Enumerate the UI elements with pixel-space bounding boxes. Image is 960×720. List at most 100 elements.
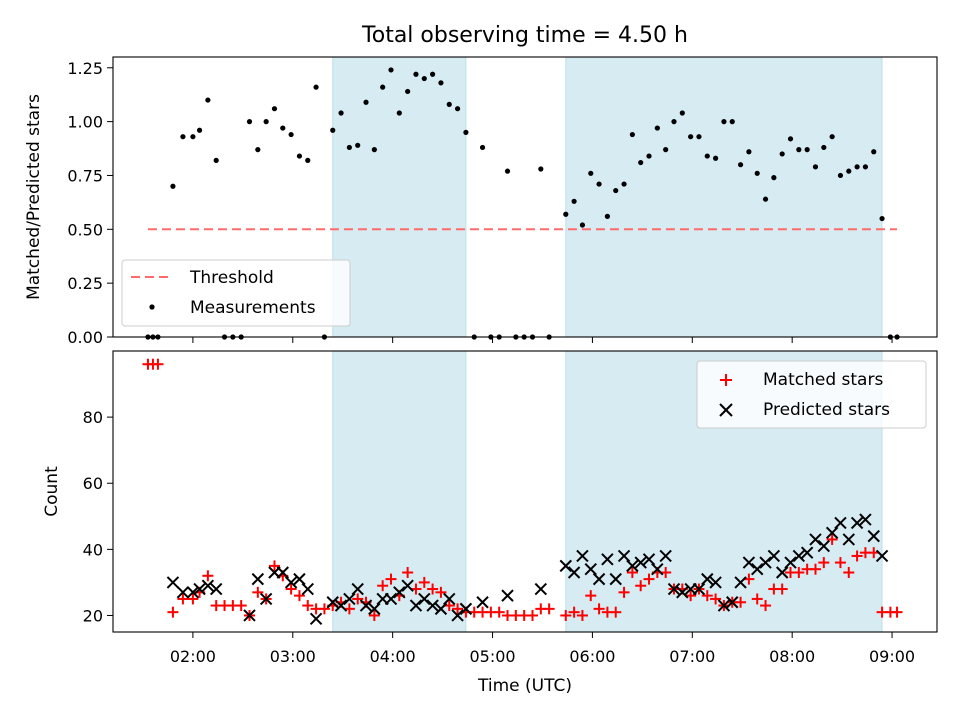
measurement-point bbox=[296, 153, 303, 159]
predicted-star-point bbox=[393, 586, 406, 599]
matched-star-point bbox=[576, 609, 588, 621]
legend-predicted-label: Predicted stars bbox=[763, 400, 890, 420]
predicted-star-point bbox=[859, 513, 872, 526]
measurement-point bbox=[454, 106, 461, 112]
predicted-star-point bbox=[767, 549, 781, 563]
predicted-star-point bbox=[368, 602, 381, 616]
measurement-point bbox=[621, 181, 627, 187]
predicted-star-point bbox=[201, 579, 215, 592]
predicted-star-point bbox=[301, 582, 314, 596]
matched-star-point bbox=[818, 557, 830, 569]
measurement-points bbox=[145, 67, 900, 340]
y-tick-label: 0.00 bbox=[67, 328, 103, 347]
legend-matched-label: Matched stars bbox=[763, 370, 883, 390]
shaded-span-1 bbox=[332, 350, 467, 633]
measurement-point bbox=[330, 127, 336, 133]
predicted-star-point bbox=[751, 562, 764, 576]
measurement-point bbox=[263, 119, 269, 125]
predicted-star-point bbox=[692, 582, 706, 596]
x-tick-label: 05:00 bbox=[469, 647, 515, 666]
matched-star-point bbox=[593, 603, 605, 615]
measurement-point bbox=[829, 134, 835, 140]
measurement-point bbox=[504, 168, 511, 174]
measurement-point bbox=[346, 144, 352, 151]
matched-star-point bbox=[568, 606, 580, 618]
matched-star-point bbox=[493, 606, 505, 618]
predicted-star-point bbox=[717, 599, 731, 612]
measurement-point bbox=[771, 175, 777, 181]
measurement-point bbox=[571, 198, 577, 204]
matched-star-point bbox=[891, 606, 903, 618]
legend-threshold-label: Threshold bbox=[189, 268, 274, 288]
measurement-point bbox=[380, 84, 386, 90]
matched-star-point bbox=[760, 600, 772, 612]
x-tick-label: 07:00 bbox=[669, 647, 715, 666]
measurement-point bbox=[479, 144, 486, 151]
matched-star-point bbox=[793, 566, 805, 578]
measurement-point bbox=[421, 75, 427, 82]
matched-star-point bbox=[252, 586, 264, 598]
measurement-point bbox=[579, 222, 586, 228]
legend-predicted-swatch bbox=[719, 403, 733, 417]
measurement-point bbox=[438, 80, 444, 86]
matched-star-point bbox=[427, 583, 439, 595]
matched-star-point bbox=[268, 560, 280, 572]
matched-star-point bbox=[834, 557, 846, 569]
y-tick-label: 20 bbox=[83, 606, 103, 625]
predicted-star-point bbox=[426, 599, 439, 612]
top-legend: Threshold Measurements bbox=[121, 259, 351, 327]
matched-star-point bbox=[618, 586, 630, 598]
predicted-star-point bbox=[842, 533, 855, 546]
matched-star-point bbox=[318, 603, 330, 615]
predicted-star-point bbox=[443, 592, 456, 606]
predicted-star-point bbox=[343, 592, 356, 606]
measurement-point bbox=[613, 187, 619, 194]
predicted-star-point bbox=[193, 582, 206, 596]
matched-star-point bbox=[776, 583, 788, 595]
measurement-point bbox=[604, 213, 611, 219]
measurement-point bbox=[396, 110, 402, 116]
measurement-point bbox=[862, 164, 869, 170]
measurement-point bbox=[180, 134, 186, 140]
bottom-legend: Matched stars Predicted stars bbox=[696, 360, 927, 429]
matched-star-point bbox=[302, 600, 314, 612]
measurement-point bbox=[837, 172, 844, 179]
measurement-point bbox=[205, 97, 211, 103]
predicted-star-point bbox=[875, 549, 889, 563]
measurement-point bbox=[170, 183, 176, 189]
predicted-star-point bbox=[726, 596, 739, 609]
measurement-point bbox=[463, 129, 469, 135]
predicted-star-point bbox=[559, 559, 572, 573]
top-chart-title: Total observing time = 4.50 h bbox=[361, 23, 688, 48]
matched-star-point bbox=[610, 606, 622, 618]
matched-star-point bbox=[809, 563, 821, 575]
matched-star-point bbox=[701, 590, 713, 602]
measurement-point bbox=[696, 134, 702, 140]
matched-star-point bbox=[526, 609, 538, 621]
predicted-star-point bbox=[501, 589, 514, 602]
measurement-point bbox=[271, 106, 278, 112]
predicted-star-point bbox=[784, 556, 797, 569]
measurement-point bbox=[629, 131, 635, 138]
measurement-point bbox=[654, 125, 660, 131]
predicted-star-point bbox=[576, 549, 589, 563]
predicted-star-point bbox=[626, 559, 639, 573]
measurement-point bbox=[754, 170, 760, 176]
predicted-star-point bbox=[309, 612, 323, 625]
matched-star-point bbox=[368, 609, 380, 621]
measurement-point bbox=[638, 159, 644, 166]
predicted-star-point bbox=[584, 562, 597, 576]
matched-star-point bbox=[177, 593, 189, 605]
matched-star-point bbox=[152, 358, 164, 370]
matched-star-point bbox=[285, 583, 297, 595]
matched-star-point bbox=[635, 580, 647, 592]
measurement-point bbox=[371, 147, 377, 153]
predicted-star-point bbox=[334, 599, 348, 612]
measurement-point bbox=[596, 181, 602, 187]
y-tick-label: 0.50 bbox=[67, 220, 103, 239]
y-tick-label: 1.00 bbox=[67, 113, 103, 132]
top-axes-frame bbox=[112, 56, 938, 338]
shaded-span-2 bbox=[565, 56, 883, 338]
matched-star-point bbox=[543, 603, 555, 615]
